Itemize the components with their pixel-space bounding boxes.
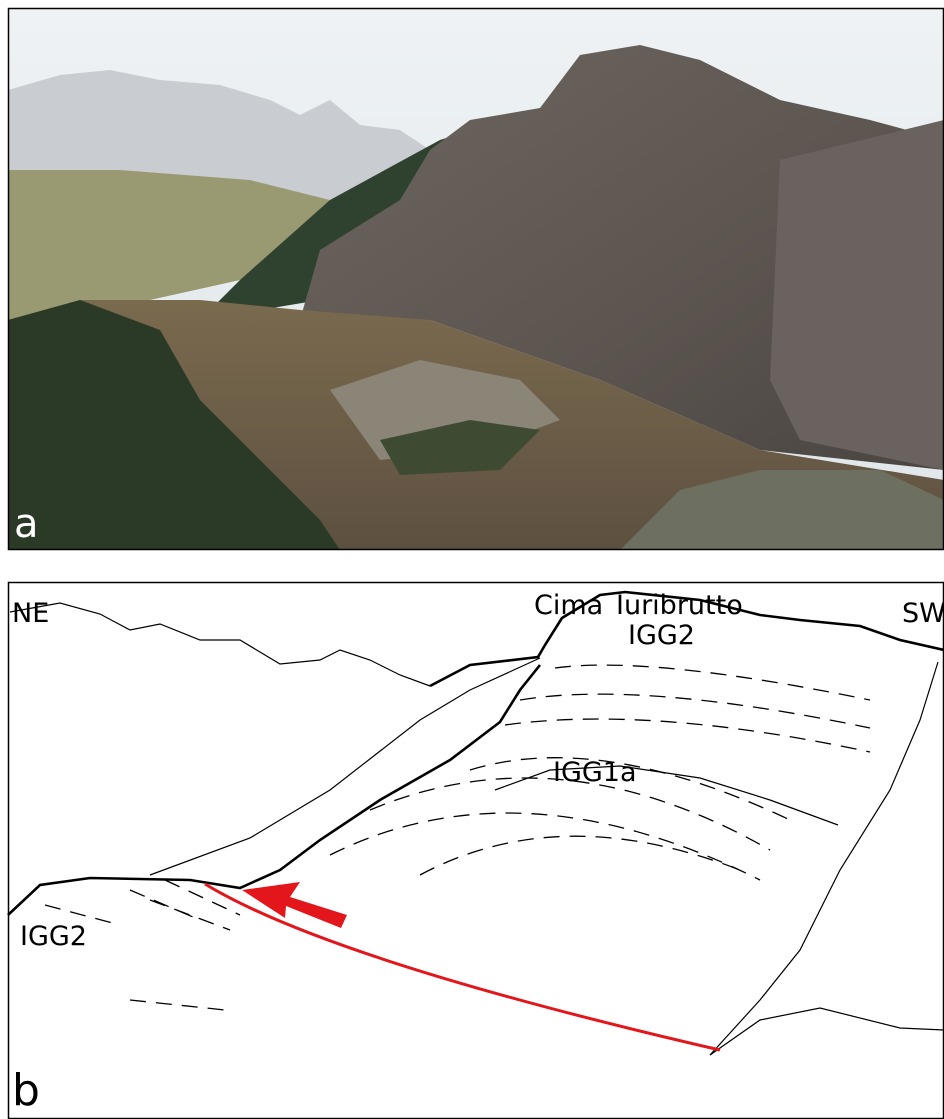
peak-label: Iuribrutto	[616, 590, 743, 621]
panel-label: a	[14, 501, 39, 547]
vegetation-patch	[380, 420, 540, 475]
forest-foreground	[8, 300, 340, 550]
distant-mountains	[8, 70, 430, 200]
unit-label: IGG1a	[553, 757, 637, 788]
summit-ridge	[429, 590, 944, 688]
spur-line	[149, 657, 541, 876]
panel-label: b	[12, 1065, 40, 1116]
unit-label: IGG2	[20, 921, 87, 952]
right-edge	[709, 661, 939, 1056]
direction-label: NE	[12, 598, 49, 629]
sketch-panel: NE SW Cima Iuribrutto IGG2 IGG1a IGG2 b	[7, 581, 944, 1119]
photo-panel: a	[7, 7, 944, 551]
slope-profile	[7, 664, 542, 916]
foreground-rock	[620, 470, 944, 550]
lower-ridge	[709, 1007, 944, 1056]
bedding-traces	[44, 664, 871, 1011]
unit-label: IGG2	[628, 620, 695, 651]
thrust-fault	[204, 882, 721, 1052]
slip-arrow	[242, 882, 347, 928]
background-ridge	[9, 602, 431, 687]
peak-label: Cima	[534, 590, 603, 621]
valley-meadow	[8, 170, 330, 320]
right-cliff	[770, 120, 944, 470]
sketch-frame	[7, 581, 944, 1119]
direction-label: SW	[902, 598, 944, 629]
